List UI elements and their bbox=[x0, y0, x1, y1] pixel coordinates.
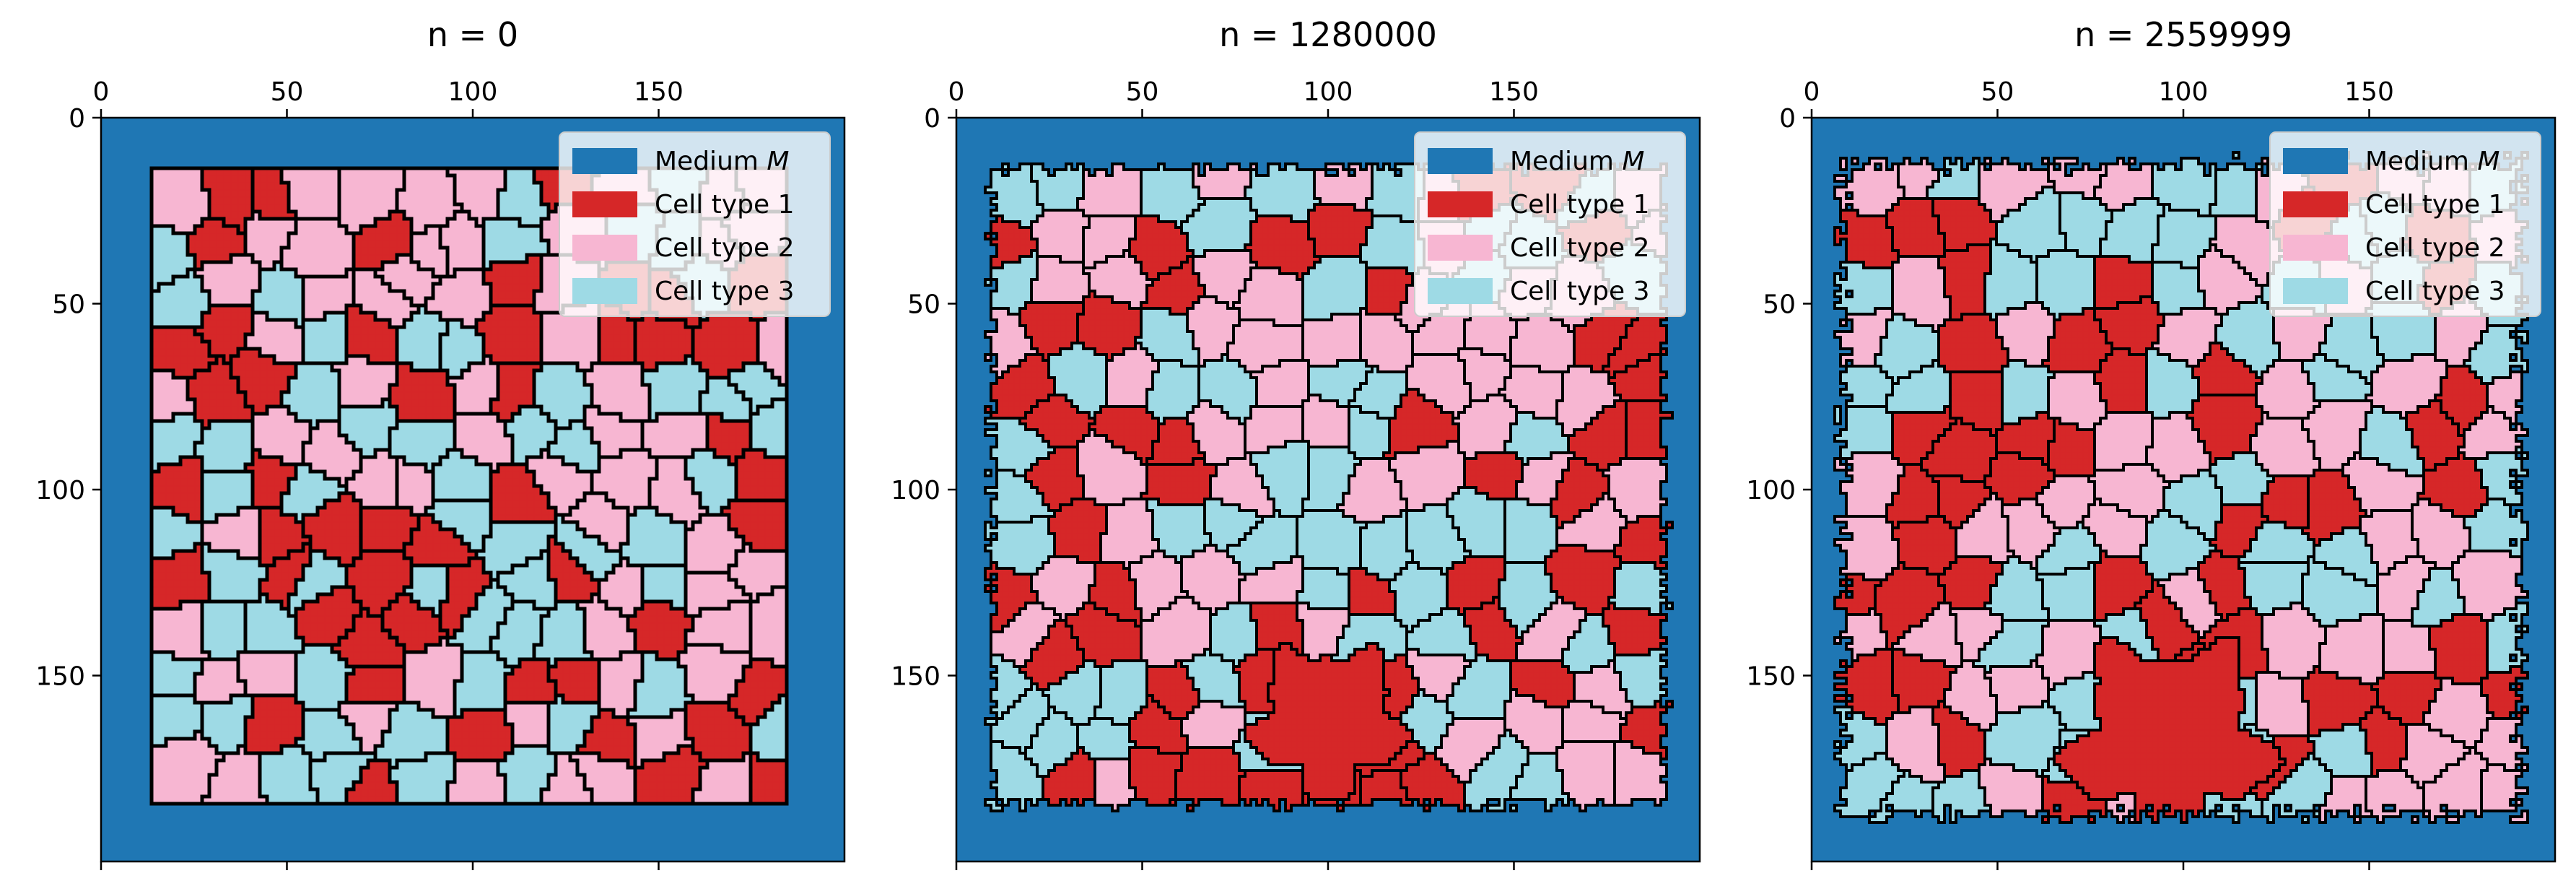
legend-label: Cell type 2 bbox=[655, 233, 795, 263]
legend-swatch bbox=[572, 278, 637, 304]
y-tick-label: 150 bbox=[891, 662, 940, 692]
plot-title: n = 2559999 bbox=[2074, 15, 2292, 54]
legend-label: Cell type 3 bbox=[1510, 277, 1650, 306]
legend-swatch bbox=[572, 148, 637, 174]
panel-n-0: n = 0 0 50 100 150 0 50 100 150 Medium M Cell type… bbox=[35, 15, 846, 870]
legend-label: Medium M bbox=[1510, 147, 1644, 176]
legend-label: Cell type 2 bbox=[1510, 233, 1650, 263]
legend: Medium M Cell type 1 Cell type 2 Cell type … bbox=[559, 131, 831, 317]
x-tick-label: 0 bbox=[1804, 77, 1820, 107]
y-tick-label: 50 bbox=[52, 290, 85, 320]
panel-n-2559999: n = 2559999 0 50 100 150 0 50 100 150 Medium M Cel… bbox=[1746, 15, 2557, 870]
legend: Medium M Cell type 1 Cell type 2 Cell type … bbox=[2269, 131, 2541, 317]
cell-boundaries bbox=[984, 162, 1674, 812]
legend-label: Medium M bbox=[655, 147, 789, 176]
x-tick-label: 150 bbox=[634, 77, 684, 107]
x-tick-label: 150 bbox=[1489, 77, 1539, 107]
legend-label: Cell type 3 bbox=[655, 277, 795, 306]
legend-swatch bbox=[2283, 148, 2348, 174]
legend-box bbox=[559, 131, 831, 317]
x-tick-label: 150 bbox=[2344, 77, 2394, 107]
x-tick-label: 0 bbox=[948, 77, 965, 107]
y-tick-label: 150 bbox=[1746, 662, 1796, 692]
panel-n-1280000: n = 1280000 0 50 100 150 0 50 100 150 Medium M Cel… bbox=[891, 15, 1701, 870]
legend-swatch bbox=[1428, 191, 1493, 217]
y-tick-label: 0 bbox=[1779, 104, 1796, 134]
x-tick-label: 100 bbox=[1304, 77, 1353, 107]
y-tick-label: 150 bbox=[35, 662, 85, 692]
x-tick-label: 100 bbox=[2159, 77, 2209, 107]
legend-swatch bbox=[1428, 278, 1493, 304]
cell-boundaries bbox=[149, 166, 789, 806]
legend-box bbox=[1414, 131, 1686, 317]
legend-label: Cell type 2 bbox=[2365, 233, 2505, 263]
legend-label: Cell type 1 bbox=[2365, 190, 2505, 220]
legend-label: Cell type 1 bbox=[1510, 190, 1650, 220]
y-tick-label: 100 bbox=[35, 476, 85, 505]
x-tick-label: 50 bbox=[1126, 77, 1159, 107]
legend-swatch bbox=[1428, 235, 1493, 261]
y-tick-label: 50 bbox=[1763, 290, 1796, 320]
legend-label: Cell type 3 bbox=[2365, 277, 2505, 306]
x-tick-label: 50 bbox=[271, 77, 304, 107]
legend: Medium M Cell type 1 Cell type 2 Cell type … bbox=[1414, 131, 1686, 317]
legend-box bbox=[2269, 131, 2541, 317]
y-tick-label: 100 bbox=[1746, 476, 1796, 505]
y-tick-label: 50 bbox=[907, 290, 940, 320]
plot-title: n = 1280000 bbox=[1219, 15, 1437, 54]
legend-label: Cell type 1 bbox=[655, 190, 795, 220]
cell-lattice bbox=[149, 166, 789, 806]
y-tick-label: 100 bbox=[891, 476, 940, 505]
cell-lattice bbox=[984, 162, 1674, 812]
plot-title: n = 0 bbox=[427, 15, 518, 54]
legend-swatch bbox=[1428, 148, 1493, 174]
legend-swatch bbox=[572, 191, 637, 217]
y-tick-label: 0 bbox=[924, 104, 940, 134]
x-tick-label: 100 bbox=[448, 77, 498, 107]
legend-swatch bbox=[2283, 235, 2348, 261]
cell-lattice bbox=[1833, 151, 2529, 824]
y-tick-label: 0 bbox=[69, 104, 85, 134]
legend-swatch bbox=[572, 235, 637, 261]
x-tick-label: 0 bbox=[93, 77, 110, 107]
legend-swatch bbox=[2283, 278, 2348, 304]
legend-swatch bbox=[2283, 191, 2348, 217]
legend-label: Medium M bbox=[2365, 147, 2499, 176]
x-tick-label: 50 bbox=[1981, 77, 2014, 107]
